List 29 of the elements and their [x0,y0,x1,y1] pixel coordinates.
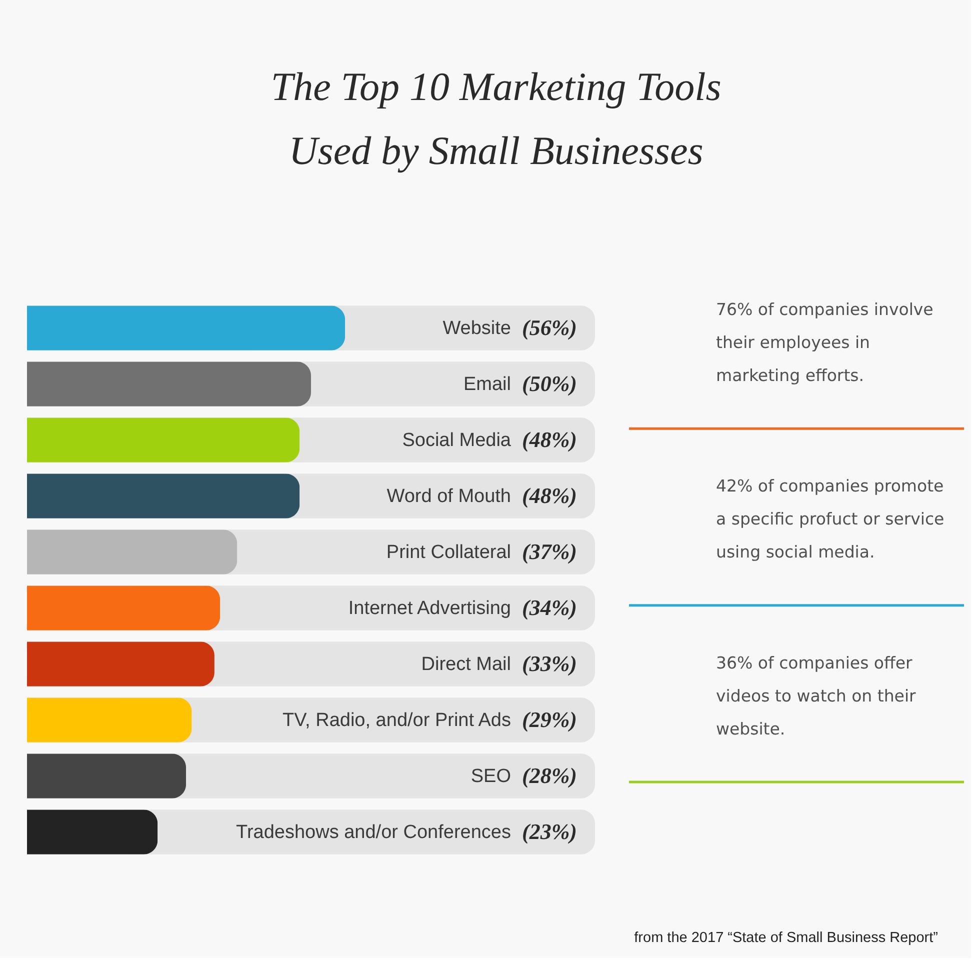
category-label: Email [463,374,511,395]
category-label: Website [442,318,511,339]
text: 76% of companies involve their employees in marketing efforts. [716,300,934,385]
data-label: (37%) [522,539,577,564]
category-label: SEO [470,766,511,787]
bar [27,810,158,854]
category-label: Print Collateral [386,542,511,563]
category-label: Tradeshows and/or Conferences [236,822,511,843]
data-label: (23%) [522,819,577,844]
text: 36% of companies offer videos to watch on their website. [716,653,916,738]
data-label: (28%) [522,763,577,788]
category-label: Internet Advertising [348,598,511,619]
data-label: (48%) [522,427,577,452]
bar [27,754,186,798]
data-label: (34%) [522,595,577,620]
text: from the 2017 “State of Small Business Report” [634,930,938,946]
data-label: (56%) [522,315,577,340]
data-label: (50%) [522,371,577,396]
text: 42% of companies promote a specific profuct or service using social media. [716,476,944,562]
bar [27,642,214,686]
category-label: Social Media [402,430,511,451]
bar [27,698,192,742]
data-label: (33%) [522,651,577,676]
data-label: (48%) [522,483,577,508]
data-label: (29%) [522,707,577,732]
category-label: Word of Mouth [386,486,511,507]
chart-title: The Top 10 Marketing Tools Used by Small Businesses [270,64,722,173]
category-label: TV, Radio, and/or Print Ads [282,710,511,731]
category-label: Direct Mail [421,654,511,675]
